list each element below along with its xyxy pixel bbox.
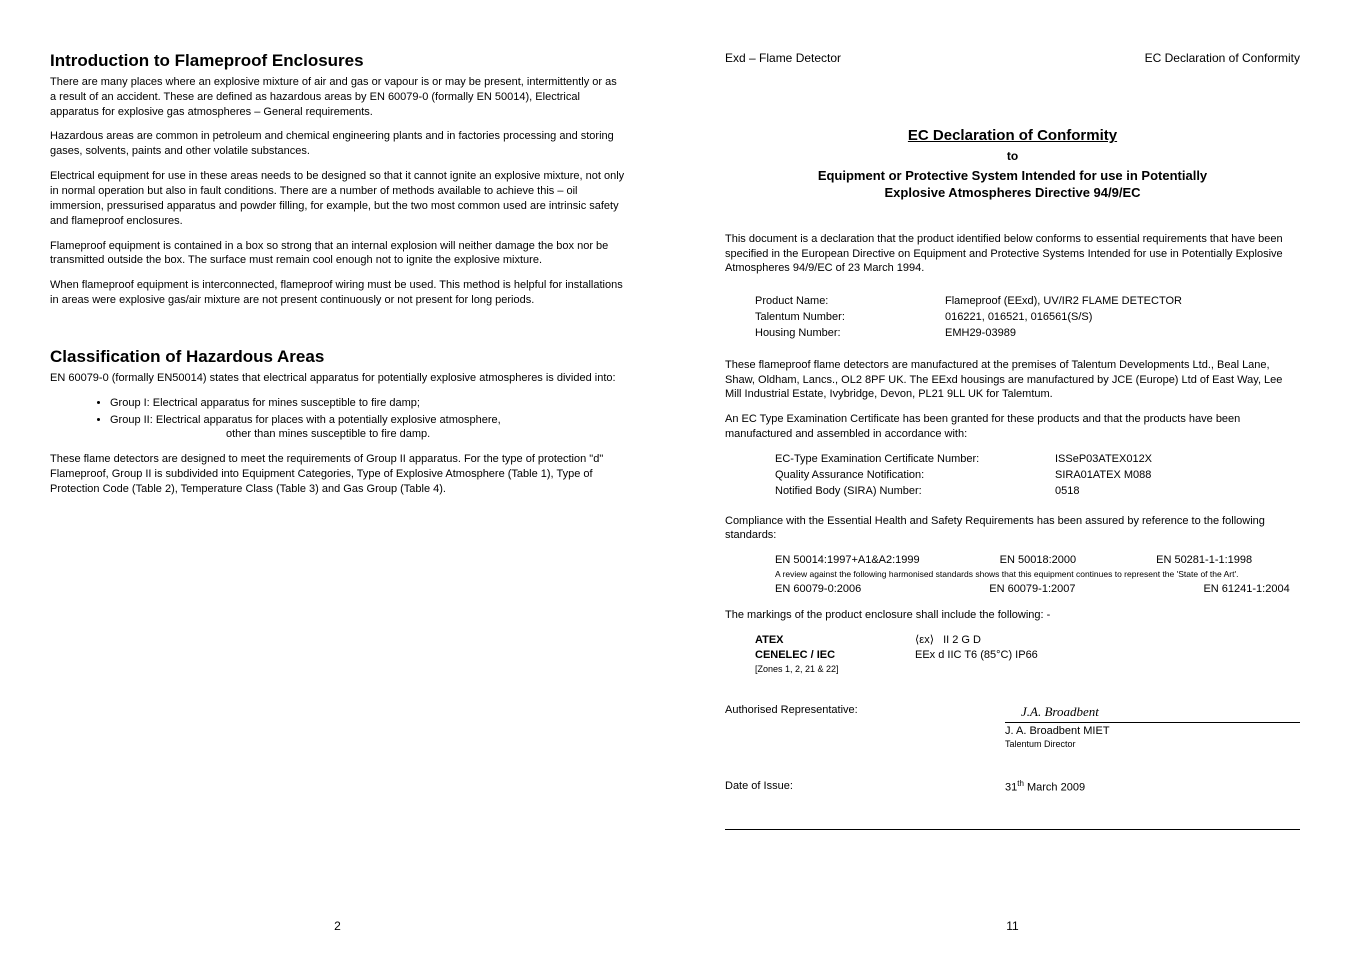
std-2a: EN 60079-0:2006 — [775, 582, 861, 597]
cenelec-value: EEx d IIC T6 (85°C) IP66 — [915, 648, 1038, 663]
cert-intro: An EC Type Examination Certificate has b… — [725, 412, 1300, 442]
manufacturer-text: These flameproof flame detectors are man… — [725, 358, 1300, 403]
signature-name: J. A. Broadbent MIET — [1005, 724, 1300, 739]
std-2c: EN 61241-1:2004 — [1203, 582, 1289, 597]
notified-body-label: Notified Body (SIRA) Number: — [775, 484, 1055, 499]
header-left: Exd – Flame Detector — [725, 50, 841, 66]
signature-line: J.A. Broadbent — [1005, 703, 1300, 723]
header-row: Exd – Flame Detector EC Declaration of C… — [725, 50, 1300, 66]
intro-p4: Flameproof equipment is contained in a b… — [50, 239, 625, 269]
bullet-group2: Group II: Electrical apparatus for place… — [110, 413, 625, 428]
std-2b: EN 60079-1:2007 — [989, 582, 1075, 597]
date-value: 31th March 2009 — [1005, 779, 1085, 796]
product-name-label: Product Name: — [755, 294, 945, 309]
qa-notification-row: Quality Assurance Notification: SIRA01AT… — [725, 468, 1300, 483]
signature-title: Talentum Director — [1005, 738, 1300, 750]
intro-title: Introduction to Flameproof Enclosures — [50, 50, 625, 73]
qa-notification-label: Quality Assurance Notification: — [775, 468, 1055, 483]
cenelec-row: CENELEC / IEC EEx d IIC T6 (85°C) IP66 — [725, 648, 1300, 663]
classification-title: Classification of Hazardous Areas — [50, 346, 625, 369]
classification-p1: EN 60079-0 (formally EN50014) states tha… — [50, 371, 625, 386]
product-name-row: Product Name: Flameproof (EExd), UV/IR2 … — [725, 294, 1300, 309]
page-2: Introduction to Flameproof Enclosures Th… — [0, 0, 675, 954]
group-bullets: Group I: Electrical apparatus for mines … — [50, 396, 625, 428]
zones-row: [Zones 1, 2, 21 & 22] — [725, 663, 1300, 675]
declaration-title: EC Declaration of Conformity — [725, 126, 1300, 146]
atex-value: ⟨εx⟩ II 2 G D — [915, 633, 981, 648]
declaration-subtitle: Equipment or Protective System Intended … — [725, 167, 1300, 202]
page-11: Exd – Flame Detector EC Declaration of C… — [675, 0, 1350, 954]
talentum-number-row: Talentum Number: 016221, 016521, 016561(… — [725, 310, 1300, 325]
atex-label: ATEX — [755, 633, 915, 648]
talentum-number-label: Talentum Number: — [755, 310, 945, 325]
standards-note: A review against the following harmonise… — [725, 569, 1300, 580]
cert-number-label: EC-Type Examination Certificate Number: — [775, 452, 1055, 467]
cert-number-value: ISSeP03ATEX012X — [1055, 452, 1152, 467]
cenelec-label: CENELEC / IEC — [755, 648, 915, 663]
header-right: EC Declaration of Conformity — [1145, 50, 1300, 66]
notified-body-value: 0518 — [1055, 484, 1079, 499]
date-row: Date of Issue: 31th March 2009 — [725, 779, 1300, 796]
qa-notification-value: SIRA01ATEX M088 — [1055, 468, 1151, 483]
housing-number-label: Housing Number: — [755, 326, 945, 341]
cert-number-row: EC-Type Examination Certificate Number: … — [725, 452, 1300, 467]
std-1b: EN 50018:2000 — [1000, 553, 1076, 568]
auth-rep-row: Authorised Representative: J.A. Broadben… — [725, 703, 1300, 751]
page-number-right: 11 — [1006, 918, 1018, 934]
housing-number-value: EMH29-03989 — [945, 326, 1016, 341]
intro-p2: Hazardous areas are common in petroleum … — [50, 129, 625, 159]
talentum-number-value: 016221, 016521, 016561(S/S) — [945, 310, 1092, 325]
intro-p1: There are many places where an explosive… — [50, 75, 625, 120]
bullet-group2-cont: other than mines susceptible to fire dam… — [50, 427, 625, 442]
date-label: Date of Issue: — [725, 779, 1005, 796]
markings-text: The markings of the product enclosure sh… — [725, 608, 1300, 623]
classification-p2: These flame detectors are designed to me… — [50, 452, 625, 497]
signature-block: J.A. Broadbent J. A. Broadbent MIET Tale… — [1005, 703, 1300, 751]
std-1c: EN 50281-1-1:1998 — [1156, 553, 1252, 568]
atex-row: ATEX ⟨εx⟩ II 2 G D — [725, 633, 1300, 648]
compliance-text: Compliance with the Essential Health and… — [725, 514, 1300, 544]
standards-row-1: EN 50014:1997+A1&A2:1999 EN 50018:2000 E… — [725, 553, 1300, 568]
intro-p3: Electrical equipment for use in these ar… — [50, 169, 625, 228]
page-number-left: 2 — [334, 918, 341, 934]
bullet-group1: Group I: Electrical apparatus for mines … — [110, 396, 625, 411]
standards-row-2: EN 60079-0:2006 EN 60079-1:2007 EN 61241… — [725, 582, 1300, 597]
declaration-to: to — [725, 148, 1300, 164]
bottom-line — [725, 829, 1300, 830]
declaration-intro: This document is a declaration that the … — [725, 232, 1300, 277]
auth-rep-label: Authorised Representative: — [725, 703, 1005, 751]
zones-label: [Zones 1, 2, 21 & 22] — [755, 663, 915, 675]
notified-body-row: Notified Body (SIRA) Number: 0518 — [725, 484, 1300, 499]
housing-number-row: Housing Number: EMH29-03989 — [725, 326, 1300, 341]
product-name-value: Flameproof (EExd), UV/IR2 FLAME DETECTOR — [945, 294, 1182, 309]
intro-p5: When flameproof equipment is interconnec… — [50, 278, 625, 308]
ex-hex-icon: ⟨εx⟩ — [915, 633, 934, 648]
std-1a: EN 50014:1997+A1&A2:1999 — [775, 553, 920, 568]
